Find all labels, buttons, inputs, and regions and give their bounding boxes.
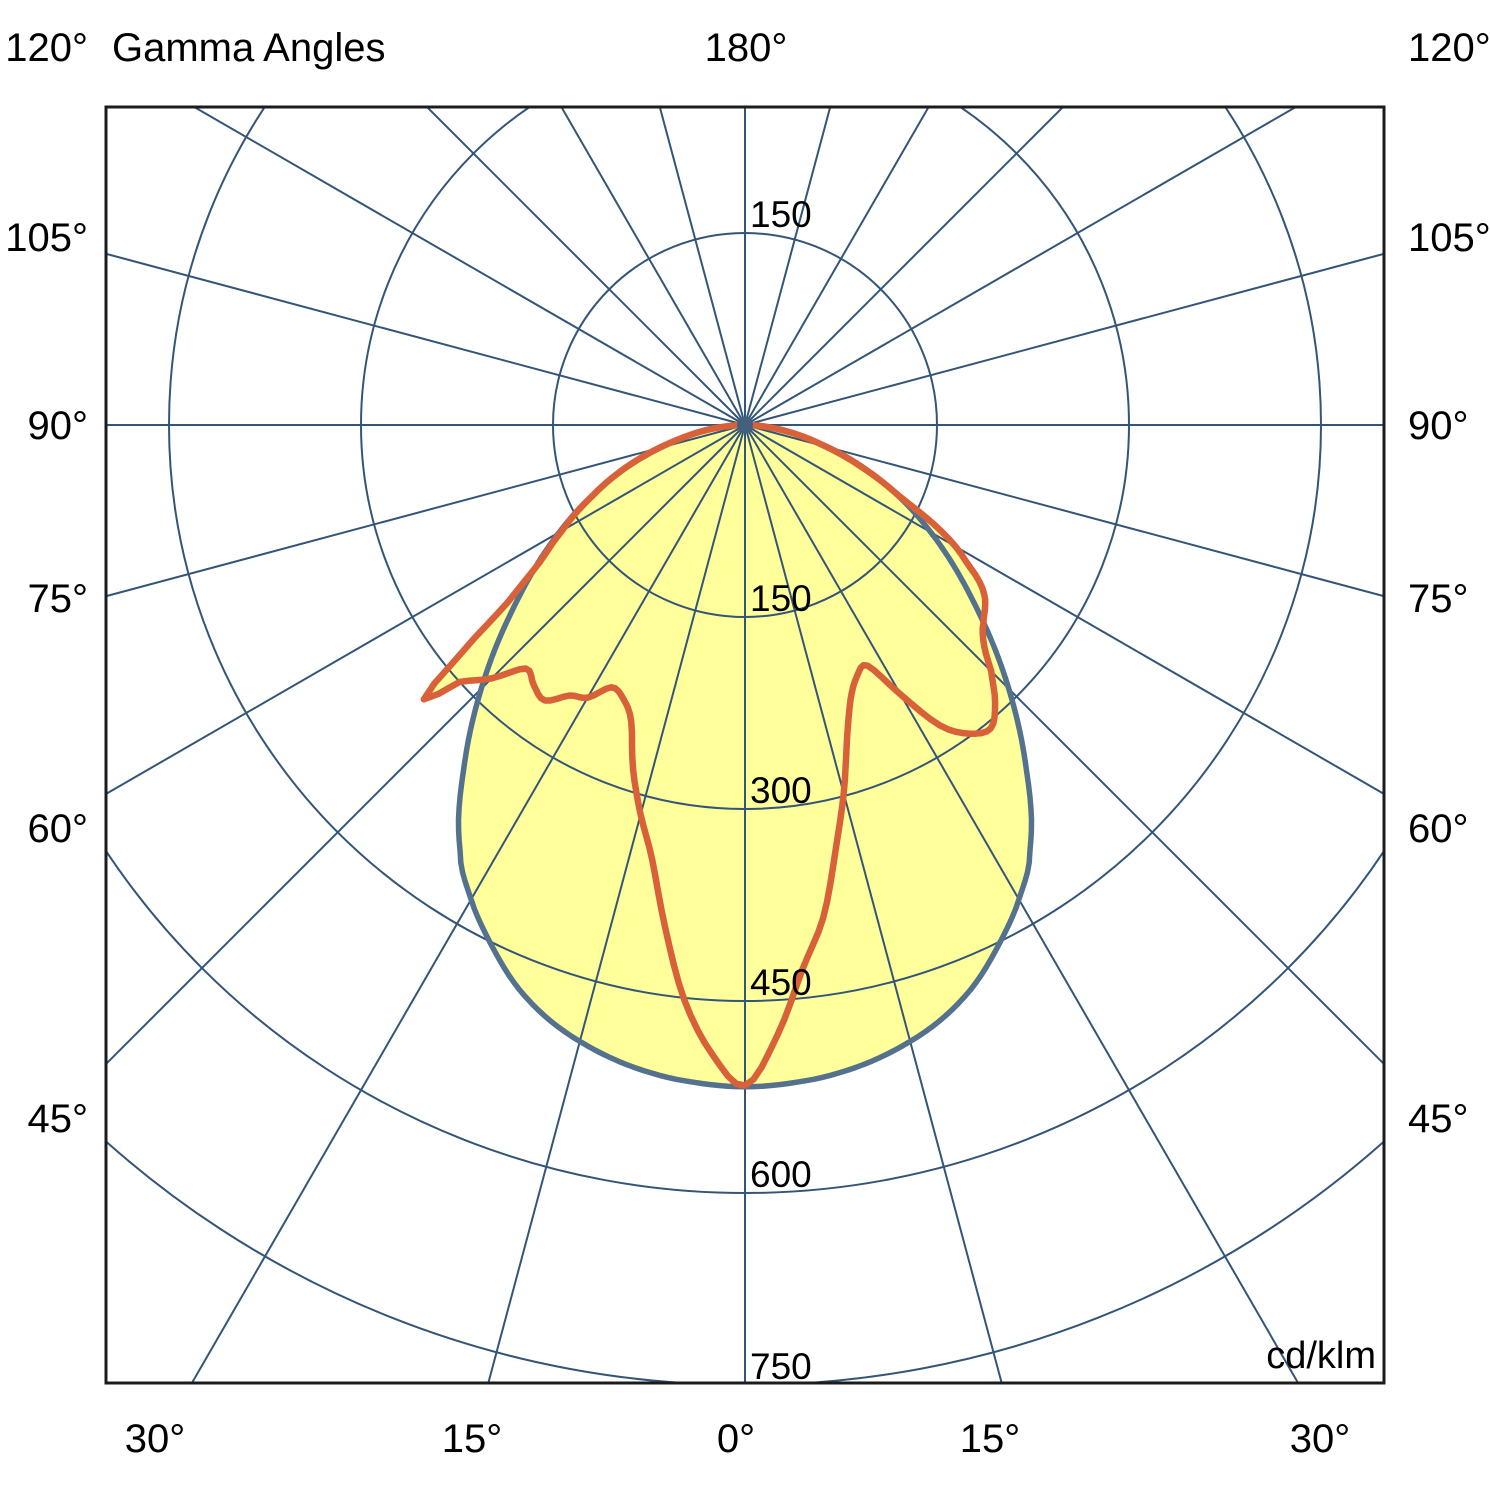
gamma-label-180: 180°	[705, 26, 788, 70]
unit-label: cd/klm	[1266, 1335, 1376, 1377]
radial-gridline	[192, 107, 746, 426]
radial-gridline	[106, 424, 746, 796]
radial-gridline	[106, 424, 746, 598]
radial-gridline	[106, 252, 746, 426]
ring-label-300: 300	[750, 770, 812, 811]
corner-label-top-right: 120°	[1408, 26, 1490, 70]
c90-c270-curve	[420, 421, 999, 1089]
gamma-label-right-105: 105°	[1408, 216, 1490, 260]
radial-gridline	[744, 107, 832, 426]
radial-gridline	[744, 252, 1384, 426]
ring-label-750: 750	[750, 1346, 812, 1387]
gamma-label-bottom-15l: 15°	[442, 1417, 503, 1461]
radial-gridline	[560, 107, 746, 426]
radial-gridline	[744, 107, 930, 426]
radial-gridline	[425, 107, 746, 426]
ring-label-150-top: 150	[750, 194, 812, 235]
gamma-label-bottom-0: 0°	[717, 1417, 755, 1461]
gamma-label-right-45: 45°	[1408, 1097, 1469, 1141]
gamma-label-left-105: 105°	[5, 216, 88, 260]
corner-label-top-left: 120°	[5, 26, 88, 70]
intensity-ring	[168, 107, 1322, 1002]
radial-gridline	[744, 107, 1065, 426]
intensity-ring	[360, 107, 1130, 810]
gamma-label-left-90: 90°	[28, 404, 89, 448]
gamma-label-left-75: 75°	[28, 577, 89, 621]
gamma-label-right-75: 75°	[1408, 577, 1469, 621]
radial-gridline	[106, 424, 746, 1066]
radial-gridline	[658, 107, 746, 426]
gamma-label-bottom-30l: 30°	[125, 1417, 186, 1461]
gamma-label-bottom-30r: 30°	[1290, 1417, 1351, 1461]
gamma-label-right-90: 90°	[1408, 404, 1469, 448]
distribution-fill	[423, 425, 1032, 1087]
gamma-label-bottom-15r: 15°	[960, 1417, 1021, 1461]
plot-border	[104, 105, 1386, 1385]
gamma-label-left-45: 45°	[28, 1097, 89, 1141]
radial-gridline	[744, 424, 1384, 598]
ring-label-450: 450	[750, 962, 812, 1003]
radial-gridline	[744, 107, 1298, 426]
intensity-ring	[106, 848, 1384, 1194]
ring-label-600: 600	[750, 1154, 812, 1195]
ring-label-150: 150	[750, 578, 812, 619]
polar-center-dot	[737, 417, 753, 433]
radial-gridline	[744, 424, 1384, 796]
intensity-ring	[552, 232, 938, 618]
gamma-label-right-60: 60°	[1408, 807, 1469, 851]
chart-title: Gamma Angles	[112, 26, 385, 70]
radial-gridline	[744, 424, 1384, 1066]
gamma-label-left-60: 60°	[28, 807, 89, 851]
